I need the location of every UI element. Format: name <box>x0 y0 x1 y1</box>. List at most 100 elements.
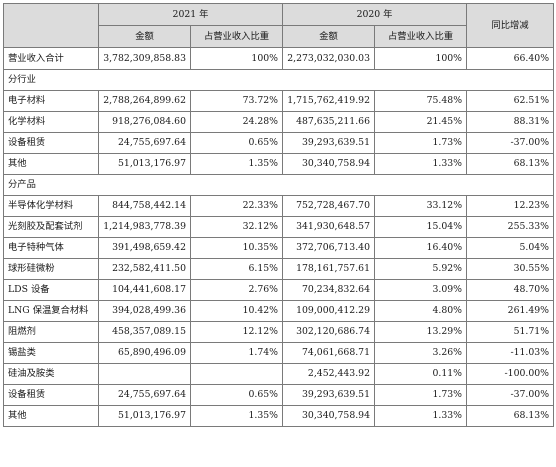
amount-2021: 918,276,084.60 <box>98 111 191 133</box>
row-label: LNG 保温复合材料 <box>3 300 99 322</box>
share-2021: 0.65% <box>189 384 284 406</box>
yoy-change: -11.03% <box>466 342 555 364</box>
row-label: 球形硅微粉 <box>3 258 99 280</box>
row-label: 电子材料 <box>3 90 99 112</box>
amount-2020: 109,000,412.29 <box>282 300 376 322</box>
yoy-change: 48.70% <box>466 279 555 301</box>
header-share-2021: 占营业收入比重 <box>189 25 284 48</box>
share-2020: 1.73% <box>374 384 468 406</box>
table-row: LNG 保温复合材料 394,028,499.36 10.42% 109,000,41… <box>3 300 555 322</box>
amount-2020: 487,635,211.66 <box>282 111 376 133</box>
table-row: 设备租赁 24,755,697.64 0.65% 39,293,639.51 1.73%… <box>3 132 555 154</box>
amount-2021: 232,582,411.50 <box>98 258 191 280</box>
share-2021: 73.72% <box>189 90 284 112</box>
industry-rows: 电子材料 2,788,264,899.62 73.72% 1,715,762,419.… <box>3 90 555 175</box>
share-2020: 75.48% <box>374 90 468 112</box>
yoy-change: 261.49% <box>466 300 555 322</box>
share-2020: 13.29% <box>374 321 468 343</box>
share-2020: 33.12% <box>374 195 468 217</box>
yoy-change: -37.00% <box>466 132 555 154</box>
row-label: 其他 <box>3 405 99 427</box>
share-2021 <box>189 363 284 385</box>
table-row: 阻燃剂 458,357,089.15 12.12% 302,120,686.74 13.… <box>3 321 555 343</box>
row-label: 锡盐类 <box>3 342 99 364</box>
total-yoy: 66.40% <box>466 47 555 70</box>
amount-2020: 2,452,443.92 <box>282 363 376 385</box>
amount-2021: 24,755,697.64 <box>98 384 191 406</box>
header-amount-2021: 金额 <box>98 25 191 48</box>
header-year-2021: 2021 年 <box>97 3 284 26</box>
total-label: 营业收入合计 <box>3 47 99 70</box>
share-2020: 1.33% <box>374 153 468 175</box>
total-amount-2020: 2,273,032,030.03 <box>282 47 376 70</box>
table-row: 设备租赁 24,755,697.64 0.65% 39,293,639.51 1.73%… <box>3 384 555 406</box>
share-2021: 2.76% <box>189 279 284 301</box>
share-2021: 0.65% <box>189 132 284 154</box>
revenue-composition-table: 2021 年 2020 年 同比增减 金额 占营业收入比重 金额 占营业收入比重… <box>2 3 555 427</box>
yoy-change: 5.04% <box>466 237 555 259</box>
row-label: LDS 设备 <box>3 279 99 301</box>
total-row: 营业收入合计 3,782,309,858.83 100% 2,273,032,0… <box>3 47 555 70</box>
amount-2021: 391,498,659.42 <box>98 237 191 259</box>
yoy-change: 68.13% <box>466 405 555 427</box>
header-share-2020: 占营业收入比重 <box>374 25 468 48</box>
amount-2021: 51,013,176.97 <box>98 153 191 175</box>
table-row: 化学材料 918,276,084.60 24.28% 487,635,211.66 21… <box>3 111 555 133</box>
share-2021: 22.33% <box>189 195 284 217</box>
share-2020: 0.11% <box>374 363 468 385</box>
share-2020: 4.80% <box>374 300 468 322</box>
section-title-product: 分产品 <box>2 174 555 196</box>
amount-2021: 51,013,176.97 <box>98 405 191 427</box>
share-2021: 1.74% <box>189 342 284 364</box>
amount-2020: 341,930,648.57 <box>282 216 376 238</box>
share-2020: 3.26% <box>374 342 468 364</box>
share-2021: 10.35% <box>189 237 284 259</box>
amount-2020: 39,293,639.51 <box>282 384 376 406</box>
table-row: 其他 51,013,176.97 1.35% 30,340,758.94 1.33% 68… <box>3 153 555 175</box>
share-2021: 24.28% <box>189 111 284 133</box>
amount-2020: 39,293,639.51 <box>282 132 376 154</box>
table-row: 锡盐类 65,890,496.09 1.74% 74,061,668.71 3.26% -… <box>3 342 555 364</box>
share-2021: 12.12% <box>189 321 284 343</box>
share-2020: 3.09% <box>374 279 468 301</box>
table-row: 电子材料 2,788,264,899.62 73.72% 1,715,762,419.… <box>3 90 555 112</box>
header-yoy: 同比增减 <box>466 3 555 48</box>
row-label: 电子特种气体 <box>3 237 99 259</box>
amount-2020: 30,340,758.94 <box>282 405 376 427</box>
amount-2021 <box>98 363 191 385</box>
amount-2020: 30,340,758.94 <box>282 153 376 175</box>
yoy-change: 51.71% <box>466 321 555 343</box>
amount-2020: 1,715,762,419.92 <box>282 90 376 112</box>
amount-2021: 458,357,089.15 <box>98 321 191 343</box>
header-row-years: 2021 年 2020 年 同比增减 <box>3 3 555 48</box>
total-amount-2021: 3,782,309,858.83 <box>98 47 191 70</box>
share-2020: 1.73% <box>374 132 468 154</box>
row-label: 阻燃剂 <box>3 321 99 343</box>
row-label: 半导体化学材料 <box>3 195 99 217</box>
row-label: 硅油及胺类 <box>3 363 99 385</box>
product-rows: 半导体化学材料 844,758,442.14 22.33% 752,728,467.7… <box>3 195 555 427</box>
yoy-change: 12.23% <box>466 195 555 217</box>
share-2021: 1.35% <box>189 153 284 175</box>
header-amount-2020: 金额 <box>282 25 376 48</box>
row-label: 设备租赁 <box>3 384 99 406</box>
table-row: 硅油及胺类 2,452,443.92 0.11% -100.00% <box>3 363 555 385</box>
amount-2020: 372,706,713.40 <box>282 237 376 259</box>
header-blank <box>3 3 99 48</box>
table-row: 其他 51,013,176.97 1.35% 30,340,758.94 1.33% 68… <box>3 405 555 427</box>
amount-2021: 2,788,264,899.62 <box>98 90 191 112</box>
section-title-industry: 分行业 <box>2 69 555 91</box>
amount-2020: 302,120,686.74 <box>282 321 376 343</box>
share-2020: 21.45% <box>374 111 468 133</box>
row-label: 设备租赁 <box>3 132 99 154</box>
share-2020: 1.33% <box>374 405 468 427</box>
amount-2021: 394,028,499.36 <box>98 300 191 322</box>
total-share-2021: 100% <box>189 47 284 70</box>
amount-2021: 1,214,983,778.39 <box>98 216 191 238</box>
share-2021: 6.15% <box>189 258 284 280</box>
share-2020: 15.04% <box>374 216 468 238</box>
amount-2021: 65,890,496.09 <box>98 342 191 364</box>
amount-2021: 24,755,697.64 <box>98 132 191 154</box>
section-row-product: 分产品 <box>2 174 555 196</box>
amount-2021: 104,441,608.17 <box>98 279 191 301</box>
